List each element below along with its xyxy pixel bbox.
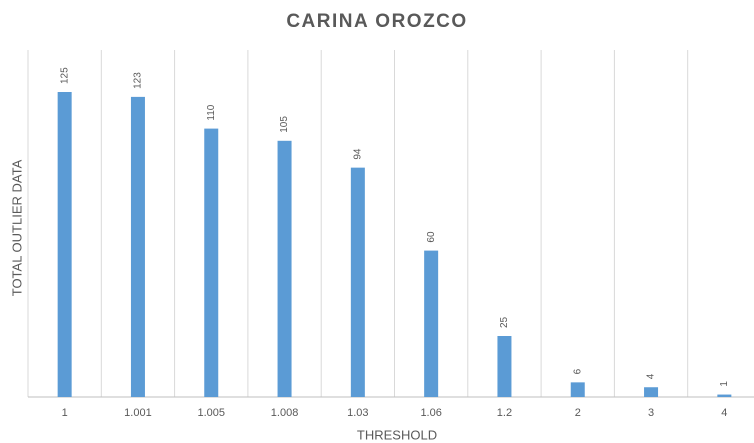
y-axis-title: TOTAL OUTLIER DATA: [9, 159, 24, 296]
data-label: 94: [352, 148, 363, 160]
data-label: 110: [206, 104, 217, 120]
data-label: 1: [719, 381, 730, 387]
data-label: 60: [426, 231, 437, 243]
x-tick-label: 1.005: [197, 407, 225, 419]
x-tick-label: 4: [721, 407, 727, 419]
data-label: 4: [646, 373, 657, 379]
bar: [644, 387, 659, 397]
data-label: 105: [279, 116, 290, 133]
bar: [717, 394, 732, 397]
x-tick-label: 1.008: [271, 407, 299, 419]
bar: [277, 140, 292, 398]
data-label: 123: [133, 72, 144, 89]
x-tick-label: 2: [575, 407, 581, 419]
bar: [57, 92, 72, 397]
x-tick-label: 1: [62, 407, 68, 419]
bar: [130, 96, 145, 397]
chart-title: CARINA OROZCO: [286, 11, 467, 32]
bar: [350, 167, 365, 397]
bar: [570, 382, 585, 397]
x-axis-title: THRESHOLD: [357, 427, 437, 442]
x-tick-label: 1.03: [347, 407, 368, 419]
bar: [424, 250, 439, 397]
data-label: 125: [59, 67, 70, 84]
bar: [204, 128, 219, 397]
x-tick-label: 1.06: [420, 407, 441, 419]
data-label: 25: [499, 316, 510, 328]
x-tick-label: 1.001: [124, 407, 152, 419]
x-tick-label: 3: [648, 407, 654, 419]
bar: [497, 336, 512, 397]
data-label: 6: [572, 368, 583, 374]
x-tick-label: 1.2: [497, 407, 512, 419]
